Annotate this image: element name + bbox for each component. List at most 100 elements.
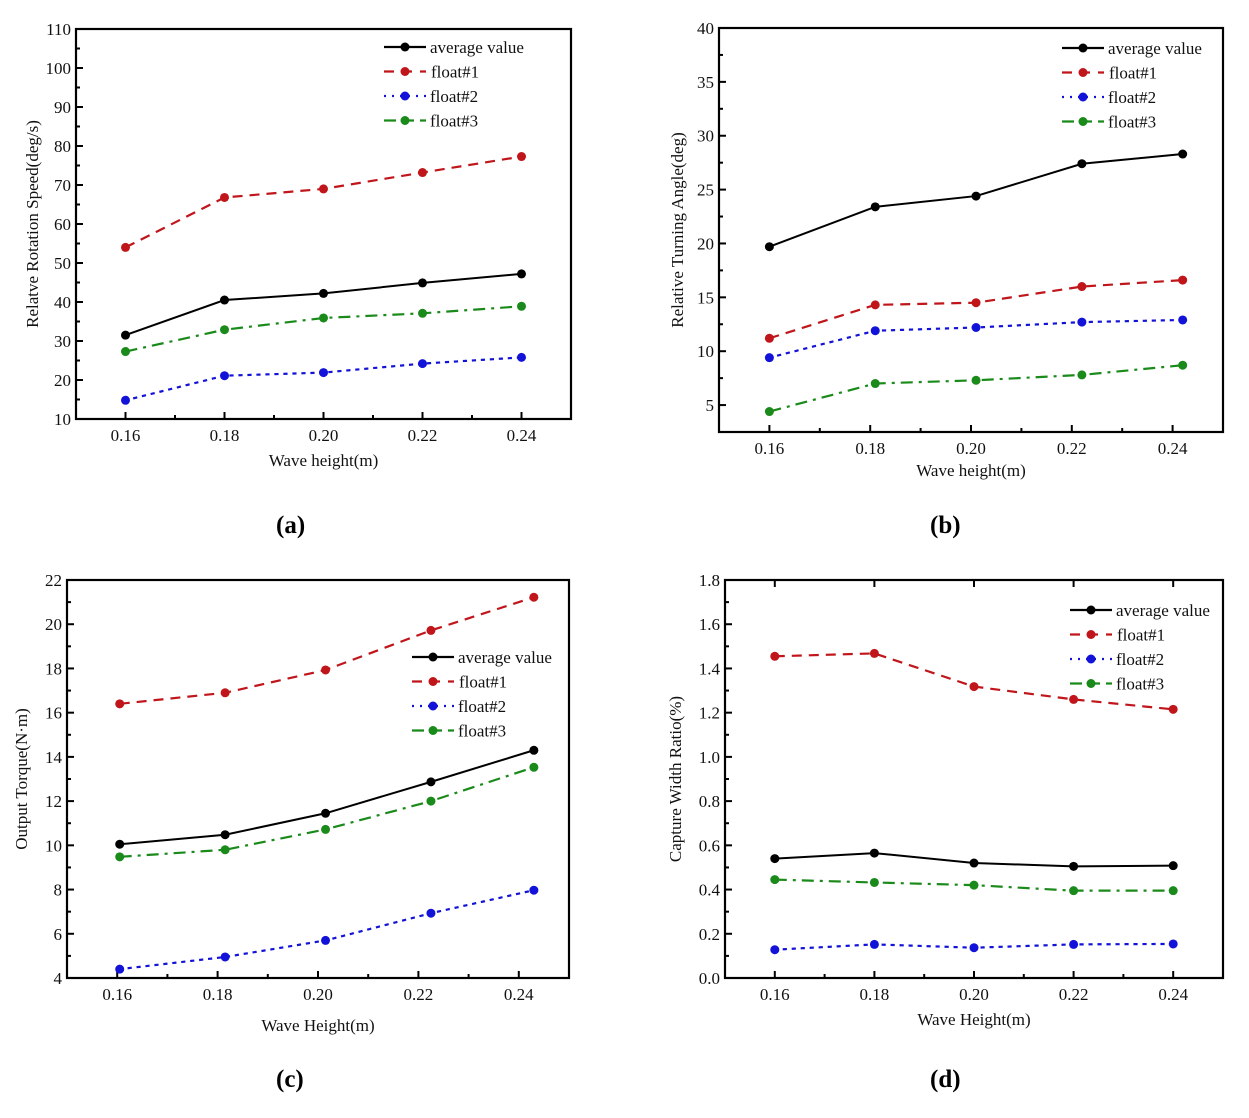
chart-a: 0.16 0.18 0.20 0.22 0.24 10 20 30 40 50 60 70 80 90 10… — [23, 20, 573, 470]
y-tick-label: 18 — [45, 659, 62, 678]
data-point — [220, 192, 229, 202]
data-point — [969, 943, 979, 953]
x-tick-label: 0.24 — [504, 985, 534, 1004]
data-point — [426, 625, 436, 635]
x-tick-label: 0.18 — [210, 426, 240, 445]
data-point — [764, 407, 774, 417]
data-point — [1077, 282, 1087, 292]
data-point — [220, 952, 230, 962]
x-tick-label: 0.18 — [860, 985, 890, 1004]
caption-d: (d) — [930, 1066, 961, 1093]
legend-marker — [1078, 43, 1088, 53]
data-point — [220, 371, 229, 381]
data-point — [426, 796, 436, 806]
y-axis-label: Capture Width Ratio(%) — [666, 696, 685, 862]
y-tick-label: 4 — [54, 969, 63, 988]
data-point — [517, 352, 526, 362]
data-point — [1077, 159, 1087, 169]
data-point — [770, 651, 780, 661]
data-point — [1069, 694, 1079, 704]
data-point — [115, 964, 125, 974]
x-tick-label: 0.22 — [1057, 439, 1087, 458]
y-tick-label: 35 — [697, 73, 714, 92]
y-tick-label: 10 — [697, 342, 714, 361]
legend-label: float#1 — [1109, 64, 1157, 83]
legend-marker — [1086, 605, 1096, 615]
data-point — [971, 375, 981, 385]
legend-label: average value — [458, 648, 552, 667]
data-point — [1077, 317, 1087, 327]
legend-marker — [1086, 654, 1096, 664]
series-line — [125, 155, 522, 249]
y-tick-label: 1.8 — [699, 571, 720, 590]
data-point — [770, 875, 780, 885]
data-point — [529, 762, 539, 772]
caption-b: (b) — [930, 512, 961, 539]
data-point — [870, 379, 880, 389]
data-point — [971, 322, 981, 332]
y-axis-label: Relatve Rotation Speed(deg/s) — [23, 120, 42, 328]
data-point — [426, 777, 436, 787]
data-point — [115, 852, 125, 862]
y-tick-label: 20 — [54, 371, 71, 390]
y-tick-label: 30 — [54, 332, 71, 351]
y-tick-label: 20 — [45, 615, 62, 634]
y-tick-label: 0.6 — [699, 836, 720, 855]
y-tick-label: 15 — [697, 288, 714, 307]
legend-label: float#1 — [431, 63, 479, 82]
x-axis-label: Wave Height(m) — [917, 1010, 1030, 1029]
y-tick-label: 0.2 — [699, 925, 720, 944]
y-tick-label: 1.6 — [699, 615, 720, 634]
data-point — [319, 368, 328, 378]
data-point — [969, 682, 979, 692]
data-point — [517, 301, 526, 311]
legend-marker — [428, 677, 438, 686]
series-float-2 — [115, 885, 539, 974]
x-tick-label: 0.22 — [1059, 985, 1089, 1004]
data-point — [121, 242, 130, 252]
legend: average value float#1 float#2 float#3 — [1062, 39, 1202, 132]
data-point — [770, 854, 780, 864]
x-tick-label: 0.22 — [408, 426, 438, 445]
data-point — [1069, 939, 1079, 949]
series-float-2 — [770, 939, 1178, 955]
data-point — [319, 288, 328, 298]
y-tick-label: 5 — [706, 396, 715, 415]
y-tick-label: 6 — [54, 925, 63, 944]
y-tick-label: 40 — [54, 293, 71, 312]
x-axis-label: Wave Height(m) — [261, 1016, 374, 1035]
data-point — [426, 908, 436, 918]
y-tick-label: 22 — [45, 571, 62, 590]
data-point — [321, 665, 331, 675]
y-tick-label: 80 — [54, 137, 71, 156]
data-point — [529, 885, 539, 895]
series-float-2 — [121, 352, 526, 405]
plot-frame — [74, 27, 573, 421]
series-float-3 — [764, 360, 1188, 417]
x-axis-label: Wave height(m) — [269, 451, 379, 470]
legend-marker — [1078, 117, 1088, 126]
legend-marker — [400, 42, 410, 52]
legend-marker — [1086, 630, 1096, 639]
legend-marker — [428, 701, 438, 711]
chart-c: 0.16 0.18 0.20 0.22 0.24 4 6 8 10 12 14 16 18 20 22 Wav… — [12, 571, 571, 1035]
series-float-3 — [121, 301, 526, 357]
y-axis-label: Relative Turning Angle(deg) — [668, 132, 687, 327]
data-point — [321, 824, 331, 834]
caption-a: (a) — [276, 512, 306, 539]
data-point — [764, 333, 774, 343]
data-point — [969, 880, 979, 890]
data-point — [115, 839, 125, 849]
y-tick-label: 14 — [45, 748, 63, 767]
y-tick-label: 40 — [697, 19, 714, 38]
series-line — [769, 364, 1183, 413]
data-point — [1178, 360, 1188, 370]
data-point — [321, 935, 331, 945]
legend-label: float#2 — [430, 87, 478, 106]
data-point — [121, 347, 130, 357]
legend-marker — [1078, 92, 1088, 102]
series-float-1 — [121, 152, 526, 252]
legend-label: float#2 — [1116, 650, 1164, 669]
legend-label: float#1 — [1117, 626, 1165, 645]
x-tick-label: 0.18 — [203, 985, 233, 1004]
